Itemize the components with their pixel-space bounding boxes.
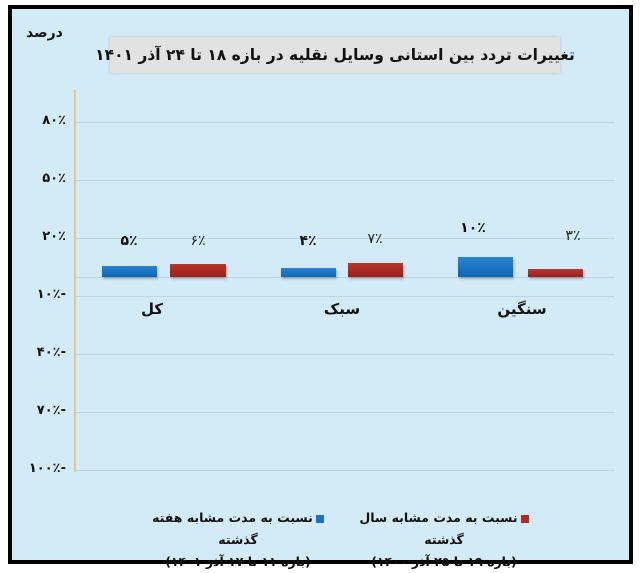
gridline [76, 180, 615, 181]
baseline [76, 277, 615, 278]
bar-light-week [281, 268, 336, 277]
legend-item-week: نسبت به مدت مشابه هفته گذشته (بازه ۱۱ تا… [138, 507, 338, 573]
y-axis-unit-label: درصد [26, 25, 63, 41]
legend-label: نسبت به مدت مشابه هفته گذشته [152, 510, 313, 547]
category-label: سنگین [497, 300, 547, 318]
y-tick-label: ۲۰٪ [42, 229, 66, 244]
gridline [76, 470, 615, 471]
bar-total-year [170, 264, 226, 277]
bar-heavy-year [528, 269, 583, 277]
legend-sublabel: (بازه ۱۱ تا ۱۷ آذر ۱۴۰۱) [165, 554, 311, 569]
y-tick-label: ۷۰٪- [36, 403, 66, 418]
y-tick-label: ۱۰٪- [36, 287, 66, 302]
gridline [76, 412, 615, 413]
category-label: سبک [323, 300, 361, 318]
legend-label: نسبت به مدت مشابه سال گذشته [359, 510, 518, 547]
chart-title: تغییرات تردد بین استانی وسایل نقلیه در ب… [95, 46, 575, 64]
chart-frame [8, 5, 633, 564]
legend-swatch-red-icon [520, 514, 529, 523]
bar-value-label: ۱۰٪ [460, 220, 486, 236]
chart-title-box: تغییرات تردد بین استانی وسایل نقلیه در ب… [95, 37, 575, 73]
y-tick-label: ۱۰۰٪- [28, 461, 66, 476]
bar-light-year [348, 263, 403, 277]
bar-heavy-week [458, 257, 513, 277]
gridline [76, 354, 615, 355]
gridline [76, 238, 615, 239]
bar-value-label: ۳٪ [565, 228, 581, 244]
y-tick-label: ۴۰٪- [36, 345, 66, 360]
y-tick-label: ۸۰٪ [42, 113, 66, 128]
legend-item-year: نسبت به مدت مشابه سال گذشته (بازه ۱۹ تا … [344, 507, 544, 573]
bar-value-label: ۷٪ [367, 231, 383, 247]
bar-total-week [102, 266, 157, 277]
bar-value-label: ۴٪ [299, 233, 317, 249]
bar-value-label: ۶٪ [190, 233, 206, 249]
category-label: کل [140, 300, 164, 318]
legend-sublabel: (بازه ۱۹ تا ۲۵ آذر ۱۴۰۰) [371, 554, 517, 569]
legend-swatch-blue-icon [315, 514, 324, 523]
gridline [76, 296, 615, 297]
gridline [76, 122, 615, 123]
bar-value-label: ۵٪ [120, 233, 138, 249]
y-tick-label: ۵۰٪ [42, 171, 66, 186]
y-axis-line [74, 90, 76, 472]
